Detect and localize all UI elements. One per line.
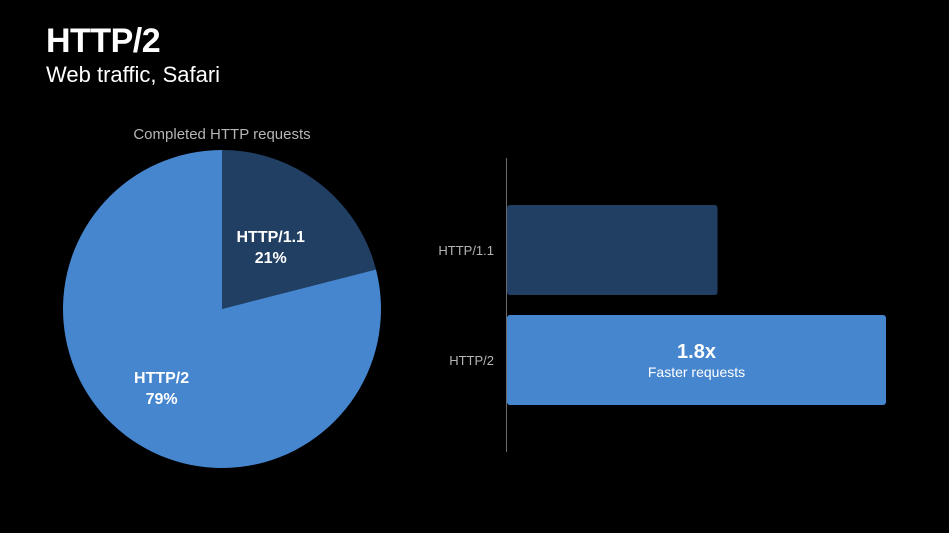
pie-title: Completed HTTP requests <box>133 126 310 143</box>
bar-http2 <box>507 315 886 405</box>
slide-title: HTTP/2 <box>46 22 161 60</box>
pie-slice-http2 <box>62 150 382 468</box>
pie-slice-value-label: 79% <box>146 391 178 408</box>
slide-subtitle: Web traffic, Safari <box>46 62 221 87</box>
pie-slice-label: HTTP/2 <box>134 370 189 387</box>
pie-slice-value-label: 21% <box>255 250 287 267</box>
bar-annotation-caption: Faster requests <box>648 364 745 380</box>
pie-chart: HTTP/1.1 21% HTTP/2 79% <box>62 150 382 468</box>
pie-slice-http11 <box>222 150 377 309</box>
bar-category-label: HTTP/2 <box>449 353 494 368</box>
bar-category-label: HTTP/1.1 <box>438 243 494 258</box>
bar-http11 <box>507 205 718 295</box>
bar-annotation-value: 1.8x <box>677 341 716 363</box>
pie-slice-label: HTTP/1.1 <box>236 229 305 246</box>
